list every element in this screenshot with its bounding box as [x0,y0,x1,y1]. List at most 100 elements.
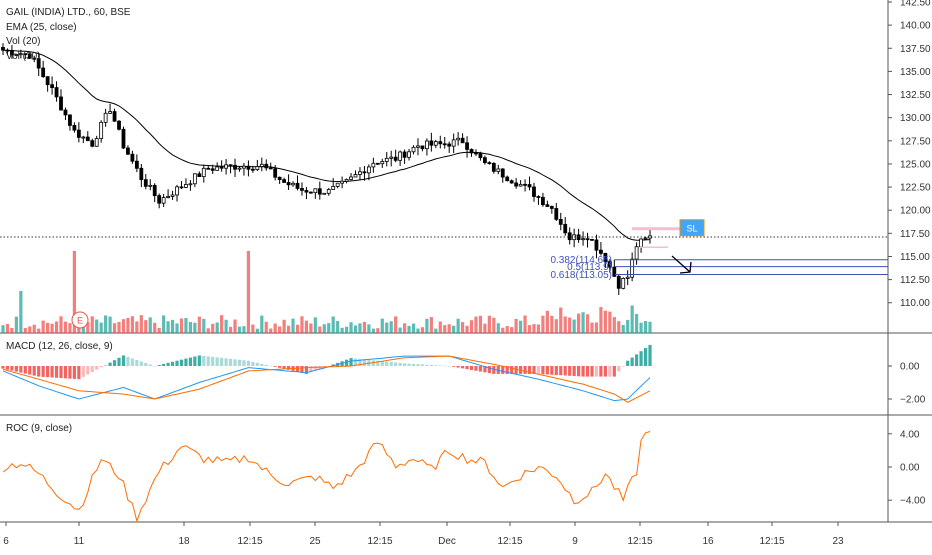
candle-body [545,204,550,207]
macd-histogram-bar [465,366,469,370]
candle-body [353,174,358,178]
macd-histogram-bar [104,364,108,366]
candle-body [103,112,108,123]
volume-bar [532,324,536,333]
candle-body [416,145,420,148]
macd-histogram-bar [603,366,607,377]
macd-histogram-bar [193,356,197,366]
candle-body [36,58,41,69]
candle-body [259,163,264,167]
candle-body [255,166,260,170]
macd-histogram-bar [117,357,121,366]
candle-body [380,161,385,165]
candle-body [219,166,224,169]
candle-body [197,173,202,178]
candle-body [384,157,389,162]
candle-body [465,142,469,150]
macd-label[interactable]: MACD (12, 26, close, 9) [6,341,113,352]
macd-histogram-bar [175,360,179,366]
candle-body [554,208,559,220]
macd-histogram-bar [648,344,652,366]
volume-bar [523,315,527,333]
macd-tick-label: 0.00 [900,362,920,373]
volume-bar [478,315,483,333]
earnings-marker [71,311,89,329]
volume-bar [630,305,634,333]
volume-bar [577,313,581,333]
macd-histogram-bar [237,359,242,366]
volume-bar [50,323,54,333]
macd-histogram-bar [28,366,32,375]
macd-histogram-bar [121,355,126,366]
ema-line [3,49,651,241]
price-tick-label: 132.50 [900,90,931,101]
volume-bar [429,317,433,333]
macd-histogram-bar [559,366,563,376]
volume-bar [224,319,228,333]
volume-bar [496,323,500,333]
price-tick-label: 127.50 [900,136,931,147]
candle-body [527,184,532,188]
candle-body [59,96,63,111]
macd-histogram-bar [514,366,518,374]
macd-histogram-bar [46,366,50,378]
time-tick-label: 12:15 [627,536,652,547]
macd-histogram-bar [273,366,277,367]
volume-bar [603,310,607,333]
volume-legend-2[interactable]: Vol (30) [6,50,41,62]
volume-bar [322,324,326,333]
candle-body [590,238,594,241]
macd-histogram-bar [19,366,23,373]
volume-bar [336,321,340,333]
roc-label[interactable]: ROC (9, close) [6,423,73,434]
macd-histogram-bar [1,366,5,369]
volume-bar [269,328,273,333]
macd-histogram-bar [77,366,81,380]
volume-legend[interactable]: Vol (20) [6,36,41,47]
symbol-title[interactable]: GAIL (INDIA) LTD., 60, BSE [6,7,131,18]
candle-body [41,67,46,77]
candle-body [152,184,157,197]
macd-histogram-bar [389,362,393,366]
macd-histogram-bar [242,360,246,366]
candle-body [536,196,541,198]
volume-bar [460,322,465,333]
candle-body [630,258,635,278]
volume-bar [425,318,429,333]
candle-body [518,183,523,187]
macd-histogram-bar [197,355,201,366]
candle-body [63,109,68,116]
volume-bar [121,319,126,333]
volume-bar [505,326,509,333]
ema-legend[interactable]: EMA (25, close) [6,21,77,33]
candle-body [362,171,367,174]
macd-histogram-bar [130,358,134,366]
candle-body [81,136,86,139]
candle-body [143,179,148,187]
macd-histogram-bar [344,359,349,366]
time-tick-label: 12:15 [759,536,784,547]
macd-histogram-bar [313,366,317,371]
volume-bar [407,325,411,333]
macd-histogram-bar [264,364,268,366]
volume-bar [112,323,117,333]
volume-bar [300,316,304,333]
candle-body [215,166,220,171]
candle-body [201,167,206,178]
candle-body [366,166,371,174]
volume-bar [621,324,625,333]
price-tick-label: 137.50 [900,44,931,55]
macd-histogram-bar [447,366,451,367]
candle-body [317,188,322,195]
candle-body [300,188,304,191]
volume-bar [68,323,72,333]
candle-body [567,232,572,241]
candle-body [599,249,603,254]
volume-bar [46,322,50,333]
candle-body [291,182,295,186]
volume-bar [313,317,317,333]
time-tick-label: 12:15 [237,536,262,547]
candle-body [277,176,282,181]
